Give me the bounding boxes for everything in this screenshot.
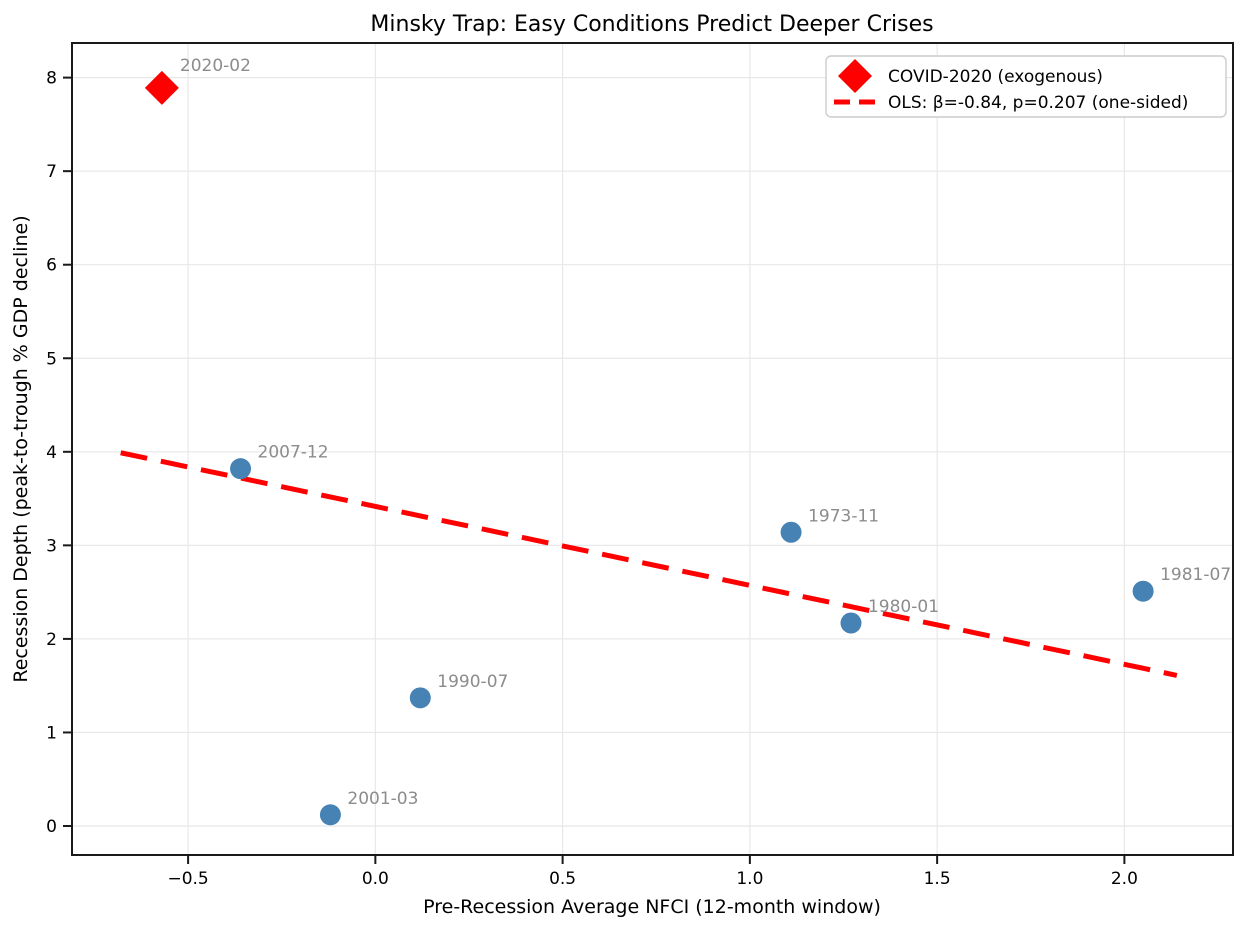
x-tick-label: 1.0	[736, 869, 763, 889]
point-date-label: 2001-03	[347, 789, 418, 809]
point-date-label: 1980-01	[868, 597, 939, 617]
point-date-label: 1990-07	[437, 672, 508, 692]
y-tick-label: 3	[46, 536, 57, 556]
covid-data-point-diamond	[144, 70, 179, 105]
point-date-label: 2020-02	[180, 56, 251, 76]
point-date-label: 1981-07	[1160, 565, 1231, 585]
y-tick-label: 4	[46, 443, 57, 463]
recession-data-point	[230, 458, 252, 480]
recession-data-point	[409, 687, 431, 709]
legend-entry-ols: OLS: β=-0.84, p=0.207 (one-sided)	[888, 93, 1188, 113]
y-axis-label: Recession Depth (peak-to-trough % GDP de…	[10, 215, 32, 682]
y-axis-ticks: 0 1 2 3 4 5 6 7 8	[46, 69, 72, 837]
y-tick-label: 5	[46, 349, 57, 369]
chart-title: Minsky Trap: Easy Conditions Predict Dee…	[370, 12, 933, 37]
legend: COVID-2020 (exogenous) OLS: β=-0.84, p=0…	[825, 55, 1227, 118]
recession-data-point	[1132, 580, 1154, 602]
legend-box	[825, 55, 1227, 118]
legend-entry-covid: COVID-2020 (exogenous)	[888, 67, 1103, 87]
point-date-label: 2007-12	[258, 443, 329, 463]
recession-data-point	[780, 521, 802, 543]
y-tick-label: 1	[46, 723, 57, 743]
x-tick-label: 2.0	[1111, 869, 1138, 889]
y-tick-label: 0	[46, 817, 57, 837]
ols-regression-line	[120, 450, 1178, 678]
y-tick-label: 8	[46, 69, 57, 89]
x-tick-label: 0.5	[549, 869, 576, 889]
y-tick-label: 6	[46, 256, 57, 276]
recession-data-point	[840, 612, 862, 634]
recession-data-point	[319, 804, 341, 826]
y-tick-label: 7	[46, 162, 57, 182]
data-points	[144, 70, 1154, 826]
x-axis-label: Pre-Recession Average NFCI (12-month win…	[423, 896, 881, 918]
plot-border	[71, 42, 1234, 856]
x-tick-label: −0.5	[167, 869, 208, 889]
covid-diamond-legend-icon	[838, 59, 872, 93]
point-date-label: 1973-11	[808, 506, 879, 526]
x-tick-label: 1.5	[924, 869, 951, 889]
ols-trendline	[120, 450, 1178, 678]
gridlines	[72, 43, 1233, 855]
point-labels: 1973-11 1980-01 1981-07 1990-07 2001-03 2007-…	[180, 56, 1231, 809]
x-axis-ticks: −0.5 0.0 0.5 1.0 1.5 2.0	[167, 855, 1138, 889]
x-tick-label: 0.0	[362, 869, 389, 889]
y-tick-label: 2	[46, 630, 57, 650]
